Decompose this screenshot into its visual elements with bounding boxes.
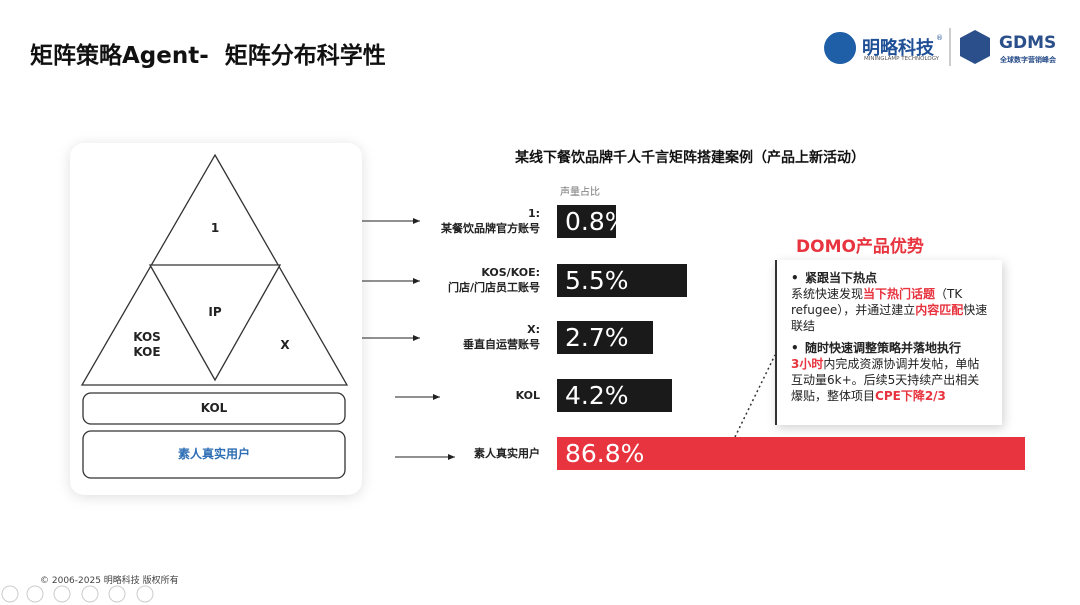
bullet: • 紧跟当下热点 系统快速发现当下热门话题（TK refugee），并通过建立内容匹… bbox=[791, 270, 991, 334]
bullet-dot: • bbox=[791, 271, 799, 285]
value-label: 86.8% bbox=[565, 439, 645, 468]
copyright: © 2006-2025 明略科技 版权所有 bbox=[40, 576, 179, 586]
partner-name: GDMS bbox=[999, 33, 1057, 53]
bar: 4.2% bbox=[557, 379, 673, 412]
text-run: 快速联结 bbox=[791, 303, 988, 333]
toolbar bbox=[1, 585, 154, 603]
highlight-run: 3小时 bbox=[791, 357, 824, 371]
slide-title: 矩阵策略Agent- 矩阵分布科学性 bbox=[30, 43, 386, 69]
bullet-heading: • 随时快速调整策略并落地执行 bbox=[791, 340, 991, 356]
text-run: 系统快速发现 bbox=[791, 287, 864, 301]
diagram-top: 1 bbox=[210, 221, 220, 235]
diagram-right: X bbox=[280, 338, 290, 352]
text-run: 内完成资源协调并发帖，单帖互动量6k+。后续5天持续产出相关爆贴，整体项目 bbox=[791, 357, 980, 403]
bullet-heading-text: 随时快速调整策略并落地执行 bbox=[805, 341, 962, 355]
value-label: 2.7% bbox=[565, 323, 629, 352]
logo-subtitle: MININGLAMP TECHNOLOGY bbox=[864, 56, 940, 62]
value-label: 5.5% bbox=[565, 266, 629, 295]
category-label: 素人真实用户 bbox=[474, 446, 540, 460]
category-label: KOS/KOE: 门店/门店员工账号 bbox=[447, 266, 540, 294]
bullet-heading: • 紧跟当下热点 bbox=[791, 270, 991, 286]
value-label: 4.2% bbox=[565, 381, 629, 410]
highlight-run: 当下热门话题 bbox=[863, 287, 936, 301]
bullet-text: 3小时内完成资源协调并发帖，单帖互动量6k+。后续5天持续产出相关爆贴，整体项目… bbox=[791, 356, 991, 404]
logo-mark: ® bbox=[936, 34, 943, 42]
highlight-run: CPE下降2/3 bbox=[875, 389, 946, 403]
callout-title: DOMO产品优势 bbox=[796, 237, 924, 257]
diagram-left: KOS KOE bbox=[133, 330, 161, 359]
diagram-base: 素人真实用户 bbox=[177, 447, 250, 461]
value-label: 0.8% bbox=[565, 207, 629, 236]
inner-triangle bbox=[148, 264, 282, 382]
diagram-band: KOL bbox=[200, 401, 228, 415]
bullet: • 随时快速调整策略并落地执行 3小时内完成资源协调并发帖，单帖互动量6k+。后续5… bbox=[791, 340, 991, 404]
chart-title: 某线下餐饮品牌千人千言矩阵搭建案例（产品上新活动） bbox=[515, 150, 865, 166]
partner-subtitle: 全球数字营销峰会 bbox=[1000, 56, 1056, 64]
bullet-heading-text: 紧跟当下热点 bbox=[805, 271, 878, 285]
category-label: X: 垂直自运营账号 bbox=[463, 323, 540, 351]
bar: 5.5% bbox=[557, 264, 687, 297]
partner-icon bbox=[960, 30, 990, 64]
bullet-text: 系统快速发现当下热门话题（TK refugee），并通过建立内容匹配快速联结 bbox=[791, 286, 991, 334]
bar: 0.8% bbox=[557, 205, 629, 238]
bullet-dot: • bbox=[791, 341, 799, 355]
bar: 2.7% bbox=[557, 321, 653, 354]
bar: 86.8% bbox=[557, 437, 1025, 470]
category-label: 1: 某餐饮品牌官方账号 bbox=[441, 207, 540, 235]
value-title: 声量占比 bbox=[560, 187, 600, 198]
connector bbox=[734, 354, 776, 438]
kol-box bbox=[82, 392, 346, 425]
base-box bbox=[82, 430, 346, 479]
logo-name: 明略科技 bbox=[862, 38, 934, 59]
logo-icon bbox=[824, 32, 857, 64]
highlight-run: 内容匹配 bbox=[915, 303, 964, 317]
callout-box: • 紧跟当下热点 系统快速发现当下热门话题（TK refugee），并通过建立内容匹… bbox=[775, 260, 1002, 425]
text-run: （TK refugee），并通过建立 bbox=[791, 287, 963, 317]
diagram-center: IP bbox=[208, 305, 222, 319]
category-label: KOL bbox=[515, 388, 540, 402]
